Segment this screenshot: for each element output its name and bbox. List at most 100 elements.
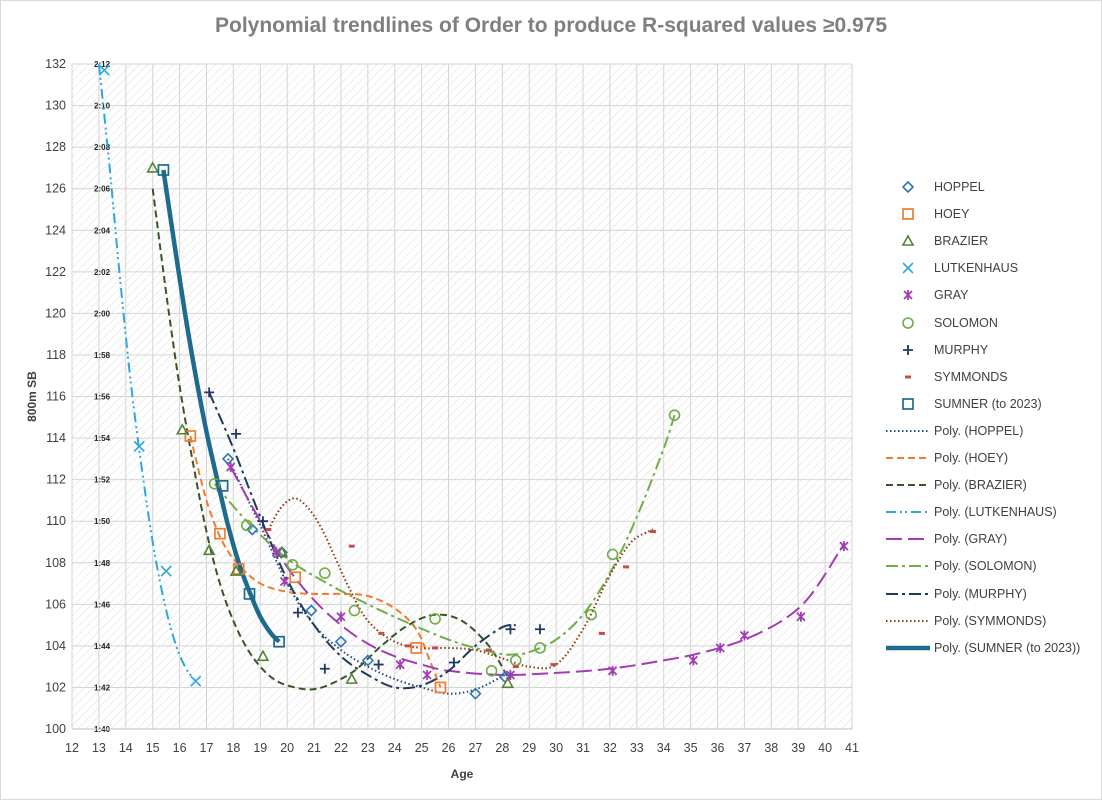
series-gray <box>226 462 849 680</box>
data-point-gray <box>739 630 750 641</box>
chart-title: Polynomial trendlines of Order to produc… <box>214 14 888 37</box>
legend-item-hoppel: HOPPEL <box>884 177 985 197</box>
x-tick-label: 28 <box>495 741 509 755</box>
time-label: 2:02 <box>94 268 111 277</box>
legend-label: SOLOMON <box>934 315 998 330</box>
legend-item-poly-brazier: Poly. (BRAZIER) <box>884 475 1027 495</box>
data-point-hoey <box>434 681 447 694</box>
data-point-solomon <box>606 548 619 561</box>
time-label: 1:44 <box>94 642 111 651</box>
data-point-gray <box>715 642 725 653</box>
y-tick-label: 122 <box>45 265 66 279</box>
trendline-solomon <box>213 414 676 656</box>
time-label: 1:56 <box>94 393 111 402</box>
time-label: 1:58 <box>94 351 111 360</box>
data-point-murphy <box>448 657 459 668</box>
trendline-brazier <box>151 188 509 691</box>
data-point-solomon <box>485 665 498 677</box>
series-murphy <box>204 387 545 674</box>
y-tick-label: 100 <box>45 722 66 736</box>
data-point-symmonds <box>598 631 605 635</box>
legend-marker-brazier <box>901 234 915 246</box>
series-symmonds <box>265 528 656 669</box>
data-point-gray <box>271 547 282 558</box>
data-point-hoppel <box>305 604 318 617</box>
x-tick-label: 19 <box>253 741 267 755</box>
x-tick-label: 33 <box>630 741 644 755</box>
x-tick-label: 26 <box>442 741 456 755</box>
data-point-lutkenhaus <box>160 565 172 577</box>
data-point-symmonds <box>623 565 630 569</box>
legend-label: GRAY <box>934 288 969 303</box>
x-tick-label: 37 <box>737 741 751 755</box>
legend-label: BRAZIER <box>934 234 989 249</box>
data-point-symmonds <box>348 544 355 548</box>
legend-marker-sumner-to-2023 <box>902 397 914 410</box>
legend-label: Poly. (SOLOMON) <box>934 559 1037 574</box>
x-tick-label: 25 <box>415 741 429 755</box>
x-tick-label: 35 <box>684 741 698 755</box>
trendline-hoppel <box>227 458 506 695</box>
x-axis-title: Age <box>451 767 474 781</box>
legend-label: Poly. (HOEY) <box>934 451 1009 465</box>
time-label: 1:50 <box>94 517 111 526</box>
legend-item-poly-hoey: Poly. (HOEY) <box>884 448 1008 468</box>
legend-marker-murphy <box>903 344 913 355</box>
y-tick-label: 128 <box>45 140 66 154</box>
time-label: 2:00 <box>94 309 111 318</box>
legend-line-hoey <box>886 457 930 459</box>
time-label: 2:10 <box>94 102 111 111</box>
data-point-gray <box>796 611 806 622</box>
trendline-lutkenhaus <box>97 63 197 682</box>
x-tick-label: 36 <box>711 741 725 755</box>
time-label: 2:06 <box>94 185 111 194</box>
legend-item-poly-symmonds: Poly. (SYMMONDS) <box>884 611 1046 631</box>
y-tick-label: 118 <box>46 348 66 362</box>
time-label: 1:46 <box>94 600 111 609</box>
data-point-brazier <box>501 676 515 689</box>
x-tick-label: 15 <box>146 741 160 755</box>
y-tick-label: 124 <box>45 223 66 237</box>
legend-item-solomon: SOLOMON <box>884 313 998 333</box>
trendline-murphy <box>208 391 516 690</box>
data-point-solomon <box>319 567 331 579</box>
legend-line-murphy <box>886 592 930 595</box>
data-point-hoey <box>214 527 226 540</box>
data-point-murphy <box>373 659 384 670</box>
data-point-gray <box>422 669 432 680</box>
legend-marker-lutkenhaus <box>902 262 914 274</box>
legend-marker-shape <box>905 375 911 379</box>
legend-label: Poly. (HOPPEL) <box>934 423 1024 438</box>
legend-label: Poly. (SYMMONDS) <box>934 613 1047 628</box>
x-tick-label: 30 <box>549 741 563 755</box>
legend-marker-shape <box>902 262 914 274</box>
data-point-murphy <box>505 624 516 635</box>
legend-line-symmonds <box>886 619 930 622</box>
data-point-hoppel <box>334 635 348 648</box>
x-tick-label: 31 <box>576 741 590 755</box>
y-tick-label: 102 <box>45 680 66 694</box>
data-point-hoppel <box>246 523 259 536</box>
legend-marker-shape <box>903 290 913 301</box>
legend-item-poly-lutkenhaus: Poly. (LUTKENHAUS) <box>884 502 1057 522</box>
x-tick-label: 24 <box>388 741 402 755</box>
y-tick-label: 110 <box>46 514 66 528</box>
legend-marker-shape <box>901 180 915 194</box>
data-point-gray <box>505 669 516 680</box>
data-point-murphy <box>204 387 215 398</box>
data-point-gray <box>607 665 618 676</box>
time-label: 1:42 <box>94 683 111 692</box>
legend-label: Poly. (LUTKENHAUS) <box>934 505 1057 520</box>
data-point-hoppel <box>469 687 482 700</box>
x-tick-label: 38 <box>764 741 778 755</box>
data-point-solomon <box>585 608 597 621</box>
legend-marker-hoppel <box>901 180 915 194</box>
legend-label: HOPPEL <box>934 180 985 194</box>
series-sumner-to-2023 <box>157 164 285 648</box>
data-point-brazier <box>229 564 243 576</box>
legend-marker-shape <box>902 397 914 410</box>
legend-item-symmonds: SYMMONDS <box>884 367 1008 387</box>
y-tick-label: 106 <box>45 597 66 611</box>
legend-label: MURPHY <box>934 342 989 357</box>
legend-item-poly-sumner-to-2023: Poly. (SUMNER (to 2023)) <box>884 638 1080 658</box>
